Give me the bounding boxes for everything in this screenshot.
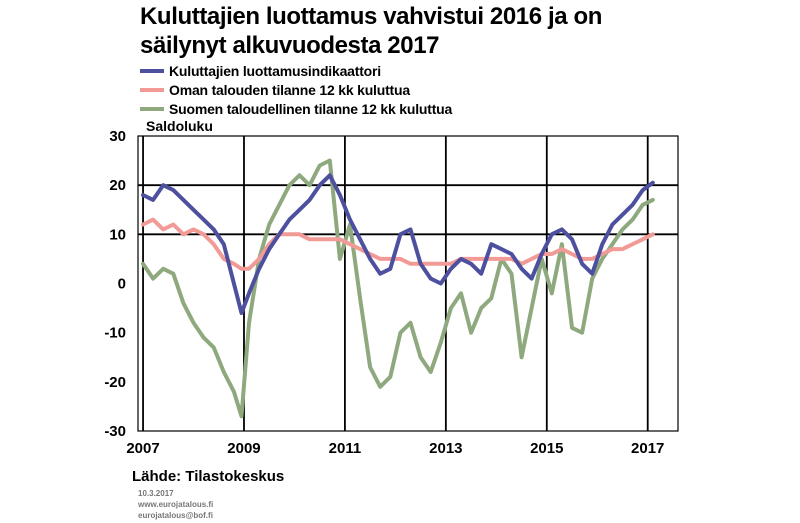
legend-item-finland-economy: Suomen taloudellinen tilanne 12 kk kulut… bbox=[140, 99, 452, 118]
series-line-confidence bbox=[141, 173, 655, 315]
y-tick-label: -20 bbox=[104, 374, 126, 391]
x-tick-label: 2013 bbox=[429, 440, 462, 457]
plot-area-frame bbox=[137, 135, 679, 432]
y-tick-label: 20 bbox=[109, 177, 126, 194]
footer-line-1: www.eurojatalous.fi bbox=[138, 500, 214, 509]
series-line-finland-economy bbox=[141, 158, 655, 419]
x-tick-label: 2015 bbox=[530, 440, 563, 457]
legend-label-confidence: Kuluttajien luottamusindikaattori bbox=[169, 62, 381, 79]
legend-item-confidence: Kuluttajien luottamusindikaattori bbox=[140, 61, 452, 80]
y-axis-unit-label: Saldoluku bbox=[146, 118, 213, 134]
footer-date: 10.3.2017 bbox=[138, 489, 174, 498]
y-tick-label: 30 bbox=[109, 128, 126, 145]
y-tick-label: 0 bbox=[118, 276, 126, 293]
x-tick-label: 2017 bbox=[631, 440, 664, 457]
legend: Kuluttajien luottamusindikaattori Oman t… bbox=[140, 61, 452, 118]
legend-label-own-economy: Oman talouden tilanne 12 kk kuluttua bbox=[169, 81, 410, 98]
source-label: Lähde: Tilastokeskus bbox=[132, 468, 285, 485]
tick-labels: -30 -20 -10 0 10 20 30 2007 2009 2011 2013 2015 2017 bbox=[104, 128, 664, 457]
footer-line-2: eurojatalous@bof.fi bbox=[138, 511, 213, 520]
y-tick-label: -10 bbox=[104, 325, 126, 342]
x-tick-label: 2007 bbox=[126, 440, 159, 457]
legend-swatch-finland-economy bbox=[140, 106, 164, 111]
x-tick-label: 2009 bbox=[227, 440, 260, 457]
y-tick-label: -30 bbox=[104, 423, 126, 440]
chart-title: Kuluttajien luottamus vahvistui 2016 ja … bbox=[140, 3, 602, 59]
series-lines bbox=[141, 158, 655, 419]
legend-label-finland-economy: Suomen taloudellinen tilanne 12 kk kulut… bbox=[169, 100, 453, 117]
legend-swatch-confidence bbox=[140, 68, 164, 73]
y-tick-label: 10 bbox=[109, 226, 126, 243]
legend-item-own-economy: Oman talouden tilanne 12 kk kuluttua bbox=[140, 80, 452, 99]
legend-swatch-own-economy bbox=[140, 87, 164, 92]
x-tick-label: 2011 bbox=[329, 440, 362, 457]
grid-lines bbox=[138, 136, 678, 431]
